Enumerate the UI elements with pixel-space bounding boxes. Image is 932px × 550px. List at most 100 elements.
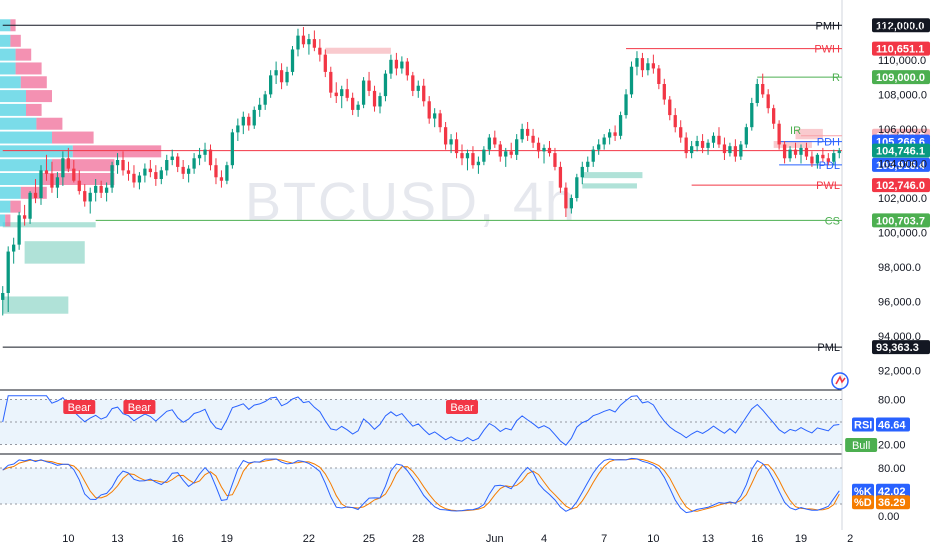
y-tick-label: 96,000.0 xyxy=(878,297,921,309)
candle-body xyxy=(50,173,54,188)
x-tick-label: 4 xyxy=(541,533,547,545)
candle-body xyxy=(143,168,147,176)
candle-body xyxy=(110,165,114,188)
candle-body xyxy=(613,132,617,136)
candle-body xyxy=(126,170,131,174)
rsi-tick: 80.00 xyxy=(878,395,906,407)
stoch-band xyxy=(0,468,842,504)
candle-body xyxy=(646,63,650,71)
candle-body xyxy=(597,144,601,150)
x-tick-label: 10 xyxy=(647,533,659,545)
vp-up-bar xyxy=(0,117,37,130)
candle-body xyxy=(438,113,442,128)
candle-body xyxy=(804,147,809,157)
candle-body xyxy=(586,161,590,167)
candle-body xyxy=(531,135,535,143)
level-name: PML xyxy=(817,342,840,354)
candle-body xyxy=(274,70,278,76)
y-tick-label: 98,000.0 xyxy=(878,262,921,274)
stoch-k-line xyxy=(2,457,840,514)
candle-body xyxy=(465,153,470,159)
level-name: CS xyxy=(825,215,840,227)
candle-body xyxy=(722,144,727,154)
candle-body xyxy=(181,166,185,174)
candle-body xyxy=(290,49,295,72)
level-tag xyxy=(872,157,930,172)
candle-body xyxy=(323,54,327,72)
vp-up-bar xyxy=(0,62,16,75)
candle-body xyxy=(750,103,754,128)
candle-body xyxy=(351,97,355,110)
vp-up-bar xyxy=(0,76,21,89)
candle-body xyxy=(782,144,787,159)
candle-body xyxy=(61,158,65,178)
vp-up-bar xyxy=(0,48,16,61)
candle-body xyxy=(777,123,781,145)
supply-zone xyxy=(325,47,391,54)
rsi-bear-tag xyxy=(446,400,479,414)
supply-zone xyxy=(773,141,812,148)
candle-body xyxy=(318,47,322,55)
candle-body xyxy=(547,147,552,154)
candle-body xyxy=(170,156,174,160)
candle-body xyxy=(28,192,32,219)
rsi-name-tag xyxy=(852,417,874,432)
candle-body xyxy=(154,172,158,179)
candle-body xyxy=(269,75,273,95)
candle-body xyxy=(755,84,759,103)
x-tick-label: 16 xyxy=(172,533,184,545)
y-tick-label: 92,000.0 xyxy=(878,366,921,378)
level-tag xyxy=(872,41,930,56)
demand-zone xyxy=(2,222,96,228)
candle-body xyxy=(744,127,748,145)
candle-body xyxy=(12,244,16,252)
candle-body xyxy=(498,144,502,157)
candle-body xyxy=(487,137,491,150)
candle-body xyxy=(504,151,508,157)
candle-body xyxy=(367,80,371,91)
vp-up-bar xyxy=(0,186,21,199)
rsi-tick: 20.00 xyxy=(878,440,906,452)
candle-body xyxy=(772,108,776,124)
logo-ring-icon xyxy=(831,372,849,390)
y-tick-label: 94,000.0 xyxy=(878,331,921,343)
stoch-k-name-tag xyxy=(852,483,874,498)
candle-body xyxy=(137,175,142,183)
candle-body xyxy=(471,153,475,166)
candle-body xyxy=(651,63,656,69)
candle-body xyxy=(690,146,694,154)
candle-body xyxy=(394,59,399,69)
candle-body xyxy=(1,293,5,300)
stoch-tick: 0.00 xyxy=(878,511,899,523)
vp-up-bar xyxy=(0,103,26,116)
x-tick-label: 25 xyxy=(363,533,375,545)
candle-body xyxy=(832,153,836,162)
zones xyxy=(2,47,823,314)
candle-body xyxy=(460,153,464,159)
vp-down-bar xyxy=(5,214,11,227)
stoch-d-value: 36.29 xyxy=(878,497,906,509)
candle-body xyxy=(132,173,136,183)
vp-up-bar xyxy=(0,131,52,144)
vp-down-bar xyxy=(20,186,47,199)
candle-body xyxy=(602,137,606,145)
candle-body xyxy=(219,177,224,181)
level-name: PDH xyxy=(817,137,840,149)
x-tick-label: 28 xyxy=(412,533,424,545)
candle-body xyxy=(214,165,218,178)
rsi-pane: 80.00 20.00 RSI 46.64 Bear Bear Bear Bull xyxy=(0,395,910,452)
candle-body xyxy=(728,146,732,154)
level-tag xyxy=(872,70,930,85)
rsi-name: RSI xyxy=(854,420,872,432)
candle-body xyxy=(695,141,699,147)
level-tag-label: 104,746.1 xyxy=(876,146,925,158)
candle-body xyxy=(454,139,459,154)
candle-body xyxy=(821,154,825,159)
candle-body xyxy=(706,142,710,148)
candle-body xyxy=(301,35,306,45)
x-tick-label: 2 xyxy=(847,533,853,545)
candle-body xyxy=(761,84,765,95)
candle-body xyxy=(788,149,792,159)
candle-body xyxy=(312,39,317,48)
